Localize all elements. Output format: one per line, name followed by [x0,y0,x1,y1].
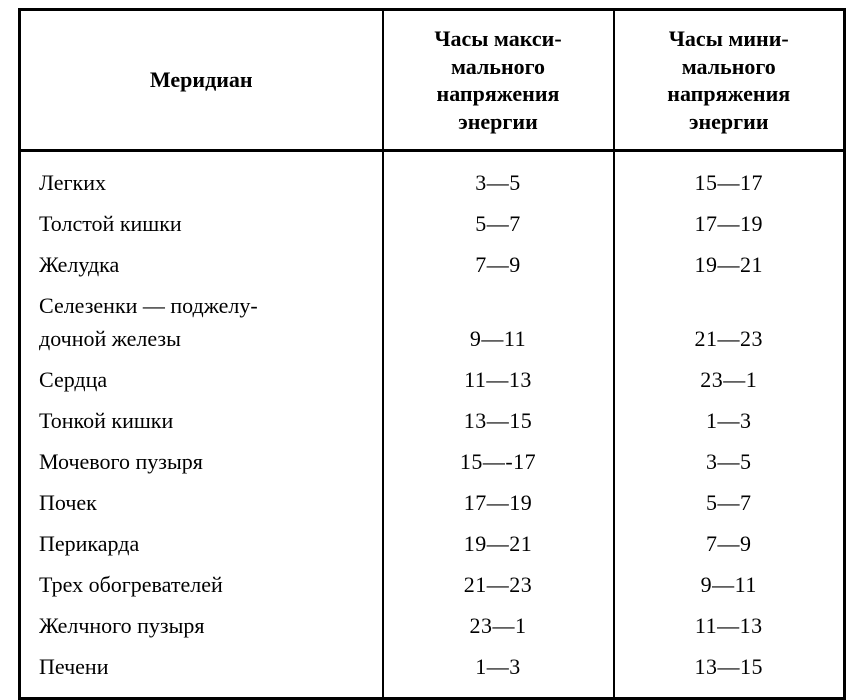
max-hours: 19—21 [383,523,614,564]
min-hours: 9—11 [614,564,845,605]
min-hours: 3—5 [614,441,845,482]
table-row: Желудка 7—9 19—21 [20,244,845,285]
table-row: Трех обогревателей 21—23 9—11 [20,564,845,605]
meridian-name: Печени [20,646,383,699]
table-body: Легких 3—5 15—17 Толстой кишки 5—7 17—19… [20,151,845,699]
min-hours: 23—1 [614,359,845,400]
table-row: Мочевого пузыря 15—-17 3—5 [20,441,845,482]
meridian-name: дочной железы [20,322,383,359]
header-min-hours: Часы мини-мального напряжения энергии [614,10,845,151]
meridian-name: Сердца [20,359,383,400]
min-hours: 15—17 [614,151,845,204]
meridian-energy-table: Меридиан Часы макси-мального напряжения … [18,8,846,700]
min-hours: 19—21 [614,244,845,285]
max-hours: 15—-17 [383,441,614,482]
min-hours: 7—9 [614,523,845,564]
table-row: Перикарда 19—21 7—9 [20,523,845,564]
min-hours: 21—23 [614,322,845,359]
min-hours [614,285,845,322]
meridian-name: Почек [20,482,383,523]
min-hours: 11—13 [614,605,845,646]
min-hours: 13—15 [614,646,845,699]
min-hours: 17—19 [614,203,845,244]
meridian-name: Мочевого пузыря [20,441,383,482]
table-row: Толстой кишки 5—7 17—19 [20,203,845,244]
table-row: дочной железы 9—11 21—23 [20,322,845,359]
header-meridian: Меридиан [20,10,383,151]
max-hours [383,285,614,322]
max-hours: 7—9 [383,244,614,285]
table-row: Желчного пузыря 23—1 11—13 [20,605,845,646]
table-row: Селезенки — поджелу- [20,285,845,322]
meridian-name: Легких [20,151,383,204]
meridian-name: Желчного пузыря [20,605,383,646]
max-hours: 17—19 [383,482,614,523]
meridian-name: Толстой кишки [20,203,383,244]
header-max-hours: Часы макси-мального напряжения энергии [383,10,614,151]
max-hours: 1—3 [383,646,614,699]
min-hours: 1—3 [614,400,845,441]
max-hours: 11—13 [383,359,614,400]
max-hours: 21—23 [383,564,614,605]
max-hours: 23—1 [383,605,614,646]
max-hours: 9—11 [383,322,614,359]
max-hours: 13—15 [383,400,614,441]
max-hours: 5—7 [383,203,614,244]
table-row: Тонкой кишки 13—15 1—3 [20,400,845,441]
table-row: Сердца 11—13 23—1 [20,359,845,400]
meridian-name: Трех обогревателей [20,564,383,605]
meridian-name: Тонкой кишки [20,400,383,441]
min-hours: 5—7 [614,482,845,523]
max-hours: 3—5 [383,151,614,204]
table-header-row: Меридиан Часы макси-мального напряжения … [20,10,845,151]
meridian-name: Перикарда [20,523,383,564]
table-row: Печени 1—3 13—15 [20,646,845,699]
table-row: Легких 3—5 15—17 [20,151,845,204]
meridian-name: Желудка [20,244,383,285]
table-row: Почек 17—19 5—7 [20,482,845,523]
meridian-name: Селезенки — поджелу- [20,285,383,322]
